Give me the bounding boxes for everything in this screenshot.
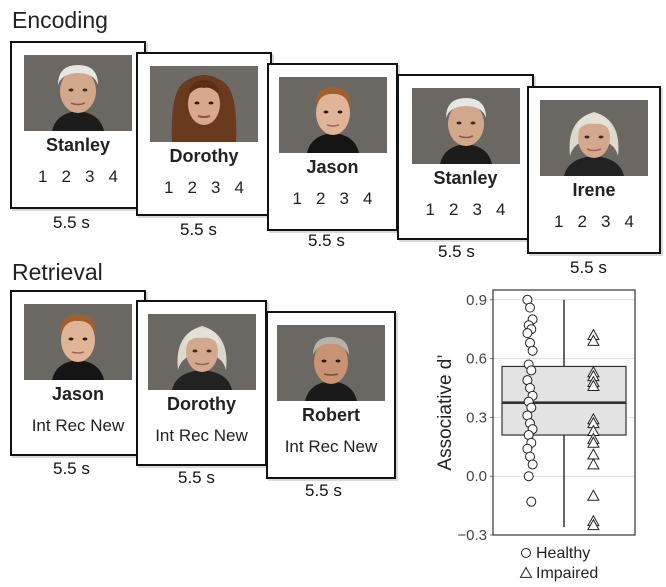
- rating-scale: 1 2 3 4: [425, 200, 506, 219]
- healthy-point: [522, 328, 533, 339]
- encoding-card-5: Irene 1 2 3 4: [527, 86, 661, 254]
- face-photo: [278, 77, 387, 153]
- healthy-point: [526, 496, 537, 507]
- trial-duration: 5.5 s: [178, 468, 215, 487]
- trial-duration: 5.5 s: [53, 213, 90, 232]
- y-tick-label: 0.6: [466, 351, 487, 368]
- y-axis-label: Associative d’: [435, 354, 456, 470]
- face-photo: [540, 100, 648, 176]
- impaired-point: [587, 334, 600, 346]
- y-tick-label: 0.0: [466, 468, 487, 485]
- response-options: Int Rec New: [31, 416, 125, 435]
- encoding-card-1: Stanley 1 2 3 4: [10, 41, 146, 209]
- encoding-title: Encoding: [12, 7, 108, 33]
- encoding-card-4: Stanley 1 2 3 4: [397, 74, 534, 240]
- impaired-point: [587, 436, 600, 448]
- face-name: Robert: [302, 405, 360, 425]
- face-photo: [277, 325, 385, 401]
- face-name: Stanley: [433, 168, 498, 188]
- rating-scale: 1 2 3 4: [37, 167, 119, 186]
- trial-duration: 5.5 s: [308, 231, 345, 250]
- healthy-point: [527, 459, 538, 470]
- rating-scale: 1 2 3 4: [163, 178, 245, 197]
- legend-healthy-marker: [521, 548, 531, 558]
- face-name: Dorothy: [167, 394, 236, 414]
- face-photo: [411, 88, 520, 164]
- face-name: Jason: [51, 384, 105, 404]
- healthy-point: [526, 365, 537, 376]
- retrieval-card-1: Jason Int Rec New: [10, 290, 146, 456]
- trial-duration: 5.5 s: [305, 481, 342, 500]
- legend-impaired-marker: [519, 566, 533, 578]
- y-tick-label: −0.3: [457, 527, 487, 544]
- rating-scale: 1 2 3 4: [292, 189, 373, 208]
- response-options: Int Rec New: [284, 437, 378, 456]
- impaired-point: [587, 448, 600, 460]
- trial-duration: 5.5 s: [180, 220, 217, 239]
- y-tick-label: 0.3: [466, 409, 487, 426]
- y-tick-label: 0.9: [466, 292, 487, 309]
- face-photo: [24, 304, 132, 380]
- face-photo: [147, 314, 256, 390]
- iqr-box: [501, 365, 627, 436]
- trial-duration: 5.5 s: [570, 258, 607, 277]
- encoding-card-2: Dorothy 1 2 3 4: [136, 52, 272, 216]
- retrieval-card-2: Dorothy Int Rec New: [136, 300, 267, 466]
- legend-healthy-label: Healthy: [536, 545, 590, 562]
- healthy-point: [525, 302, 535, 313]
- impaired-point: [587, 489, 600, 501]
- rating-scale: 1 2 3 4: [553, 212, 635, 231]
- plot-frame: [492, 289, 636, 536]
- face-name: Stanley: [45, 135, 111, 155]
- legend-impaired-label: Impaired: [536, 565, 598, 582]
- healthy-point: [526, 402, 537, 413]
- trial-duration: 5.5 s: [53, 459, 90, 478]
- impaired-point: [587, 518, 600, 531]
- encoding-card-3: Jason 1 2 3 4: [267, 63, 398, 231]
- chart-svg: −0.3 0.0 0.3 0.6 0.9 Associative d’ Healthy Imp…: [435, 289, 636, 582]
- trial-duration: 5.5 s: [438, 242, 475, 261]
- healthy-point: [527, 345, 538, 356]
- impaired-point: [587, 457, 600, 470]
- healthy-point: [523, 471, 534, 482]
- retrieval-title: Retrieval: [12, 259, 103, 285]
- face-name: Dorothy: [169, 146, 239, 166]
- associative-d-prime-chart: −0.3 0.0 0.3 0.6 0.9 Associative d’ Healthy Imp…: [425, 282, 666, 587]
- impaired-point: [587, 379, 600, 391]
- response-options: Int Rec New: [155, 426, 248, 445]
- face-name: Irene: [572, 180, 616, 200]
- face-photo: [24, 55, 132, 131]
- face-photo: [150, 66, 258, 142]
- retrieval-card-3: Robert Int Rec New: [266, 311, 396, 479]
- face-name: Jason: [306, 157, 359, 177]
